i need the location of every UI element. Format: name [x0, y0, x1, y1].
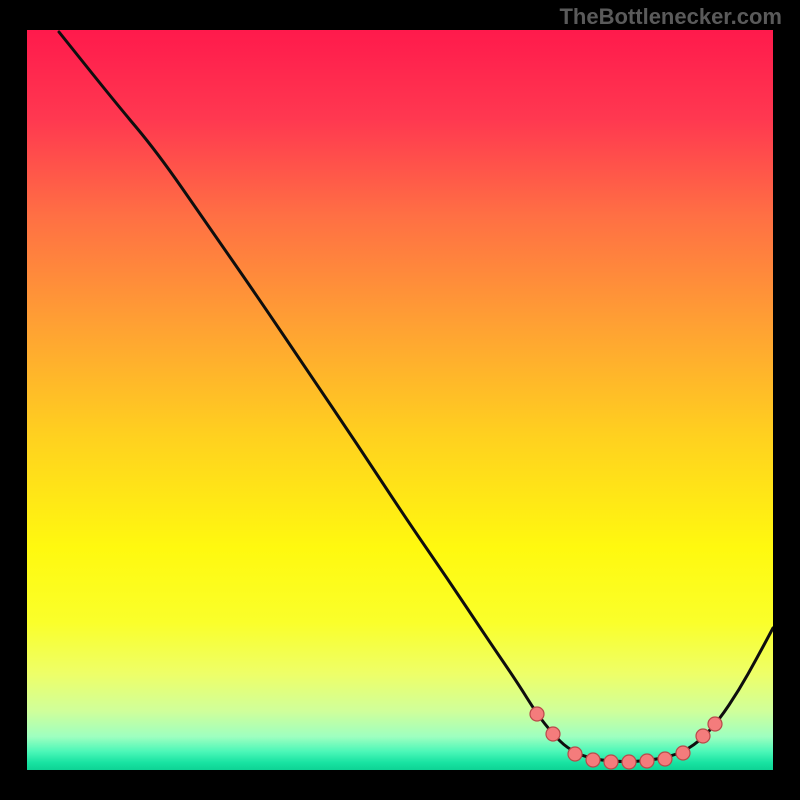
curve-marker [604, 755, 618, 769]
curve-markers [530, 707, 722, 769]
curve-marker [658, 752, 672, 766]
curve-marker [586, 753, 600, 767]
curve-marker [568, 747, 582, 761]
curve-marker [696, 729, 710, 743]
curve-marker [530, 707, 544, 721]
curve-marker [546, 727, 560, 741]
curve-marker [676, 746, 690, 760]
curve-marker [708, 717, 722, 731]
chart-frame [27, 30, 773, 770]
curve-marker [622, 755, 636, 769]
bottleneck-curve [59, 32, 773, 762]
curve-marker [640, 754, 654, 768]
watermark-text: TheBottlenecker.com [559, 4, 782, 30]
chart-overlay [27, 30, 773, 770]
